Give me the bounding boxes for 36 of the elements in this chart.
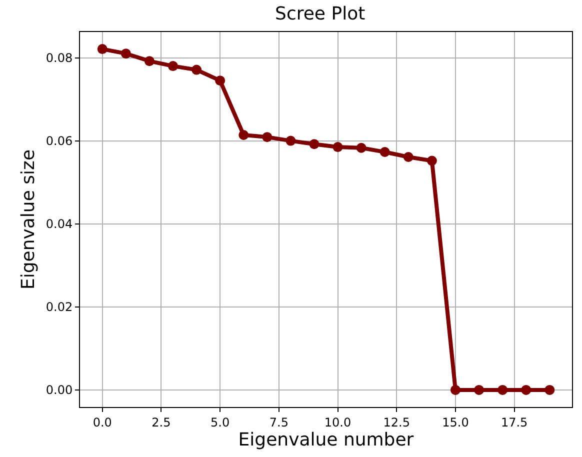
chart-title: Scree Plot [275,3,366,24]
point [474,384,484,395]
x-tick-label: 7.5 [269,415,288,430]
point [356,142,366,153]
point [450,384,460,395]
point [238,130,249,140]
point [332,142,343,152]
x-tick-label: 17.5 [500,415,528,430]
point [168,61,178,72]
y-tick-label: 0.02 [46,300,73,314]
y-tick-label: 0.00 [46,383,73,398]
x-axis-title: Eigenvalue number [238,429,414,450]
point [262,132,272,142]
x-tick-label: 12.5 [383,415,410,430]
x-tick-label: 10.0 [324,415,352,430]
point [380,147,390,158]
point [403,152,414,162]
point [544,384,555,395]
y-tick-label: 0.04 [46,217,73,232]
point [498,384,508,395]
y-axis-title: Eigenvalue size [18,149,39,290]
point [309,139,320,150]
point [521,384,532,395]
x-tick-label: 0.0 [92,415,112,430]
point [215,76,226,86]
y-tick-label: 0.06 [46,134,73,148]
point [144,56,154,66]
x-tick-label: 15.0 [442,415,469,430]
point [97,44,108,54]
point [120,48,131,59]
y-tick-label: 0.08 [46,50,73,65]
point [192,64,202,75]
point [426,156,437,166]
point [286,136,296,146]
x-tick-label: 5.0 [210,415,230,430]
x-tick-label: 2.5 [152,415,171,430]
